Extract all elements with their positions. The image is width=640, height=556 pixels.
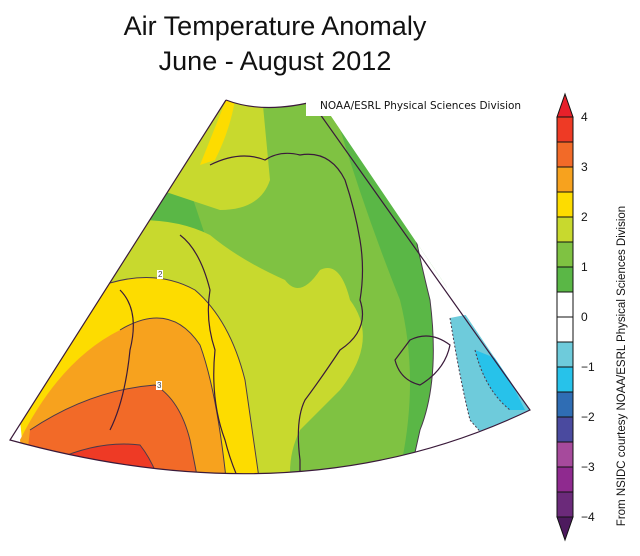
tick-4: 4 (581, 110, 588, 124)
title-line-2: June - August 2012 (158, 46, 392, 76)
colorbar (556, 92, 574, 542)
tick-neg4: −4 (581, 510, 595, 524)
tick-0: 0 (581, 310, 588, 324)
title-line-1: Air Temperature Anomaly (123, 11, 427, 41)
tick-1: 1 (581, 260, 588, 274)
tick-3: 3 (581, 160, 588, 174)
credit-box: NOAA/ESRL Physical Sciences Division (306, 96, 526, 116)
tick-neg3: −3 (581, 460, 595, 474)
tick-neg1: −1 (581, 360, 595, 374)
attribution: From NSIDC courtesy NOAA/ESRL Physical S… (616, 205, 628, 527)
coastline (109, 152, 451, 474)
contour-label-3: 3 (156, 381, 163, 390)
map-fill (10, 100, 530, 474)
contour-label-2: 2 (157, 270, 164, 279)
tick-2: 2 (581, 210, 588, 224)
tick-neg2: −2 (581, 410, 595, 424)
